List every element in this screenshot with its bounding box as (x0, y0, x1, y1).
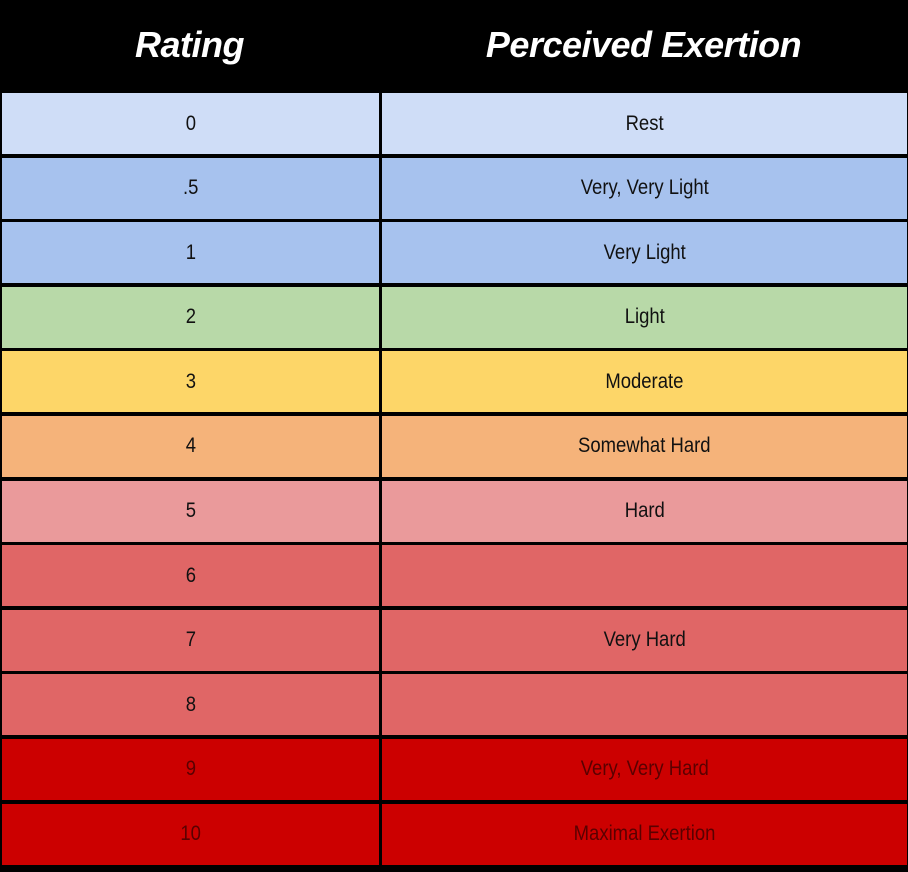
table-row: 1 Very Light (0, 222, 908, 284)
rating-cell: 5 (2, 480, 379, 542)
table-row: 0 Rest (0, 93, 908, 154)
exertion-cell: Hard (382, 480, 907, 542)
rating-value: 4 (185, 434, 196, 458)
exertion-cell: Somewhat Hard (382, 415, 907, 477)
exertion-label: Light (624, 305, 665, 329)
table-body: 0 Rest .5 Very, Very Light 1 Very Light … (0, 93, 908, 868)
exertion-label: Moderate (605, 369, 684, 393)
rating-value: 5 (185, 499, 196, 523)
rating-value: 10 (180, 822, 201, 846)
rating-cell: 4 (2, 415, 379, 477)
rating-cell: 7 (2, 609, 379, 671)
exertion-label: Very, Very Hard (580, 757, 709, 781)
header-perceived-exertion: Perceived Exertion (485, 23, 802, 65)
rating-value: 8 (185, 692, 196, 716)
exertion-cell: Moderate (382, 351, 907, 413)
exertion-cell: Very Light (382, 222, 907, 284)
table-row: 2 Light (0, 286, 908, 348)
exertion-cell: Light (382, 286, 907, 348)
exertion-label: Very Light (603, 240, 686, 264)
rating-value: 9 (185, 757, 196, 781)
table-header: Rating Perceived Exertion (0, 0, 908, 93)
rating-cell: .5 (2, 157, 379, 219)
exertion-cell: Very, Very Light (382, 157, 907, 219)
rating-cell: 0 (2, 93, 379, 154)
table-row: 3 Moderate (0, 351, 908, 413)
table-row: 9 Very, Very Hard (0, 738, 908, 800)
table-row: 4 Somewhat Hard (0, 415, 908, 477)
exertion-cell: Rest (382, 93, 907, 154)
exertion-cell (382, 674, 907, 736)
exertion-cell (382, 545, 907, 607)
exertion-cell: Maximal Exertion (382, 803, 907, 865)
rating-value: 7 (185, 628, 196, 652)
exertion-label: Rest (625, 111, 664, 135)
exertion-cell: Very Hard (382, 609, 907, 671)
exertion-label: Somewhat Hard (578, 434, 711, 458)
header-rating: Rating (135, 23, 245, 65)
table-row: .5 Very, Very Light (0, 157, 908, 219)
table-row: 6 (0, 545, 908, 607)
rating-value: 0 (185, 111, 196, 135)
exertion-label: Maximal Exertion (573, 822, 716, 846)
rating-cell: 3 (2, 351, 379, 413)
rating-cell: 1 (2, 222, 379, 284)
rating-cell: 9 (2, 738, 379, 800)
rating-cell: 6 (2, 545, 379, 607)
table-row: 7 Very Hard (0, 609, 908, 671)
table-row: 10 Maximal Exertion (0, 803, 908, 865)
rating-cell: 10 (2, 803, 379, 865)
rating-value: 1 (185, 240, 196, 264)
rating-value: 3 (185, 369, 196, 393)
rating-value: .5 (182, 176, 199, 200)
exertion-label: Very, Very Light (580, 176, 709, 200)
exertion-cell: Very, Very Hard (382, 738, 907, 800)
rating-value: 2 (185, 305, 196, 329)
rating-cell: 2 (2, 286, 379, 348)
exertion-label: Very Hard (603, 628, 686, 652)
rating-value: 6 (185, 563, 196, 587)
exertion-label: Hard (624, 499, 665, 523)
table-row: 5 Hard (0, 480, 908, 542)
rating-cell: 8 (2, 674, 379, 736)
table-row: 8 (0, 674, 908, 736)
